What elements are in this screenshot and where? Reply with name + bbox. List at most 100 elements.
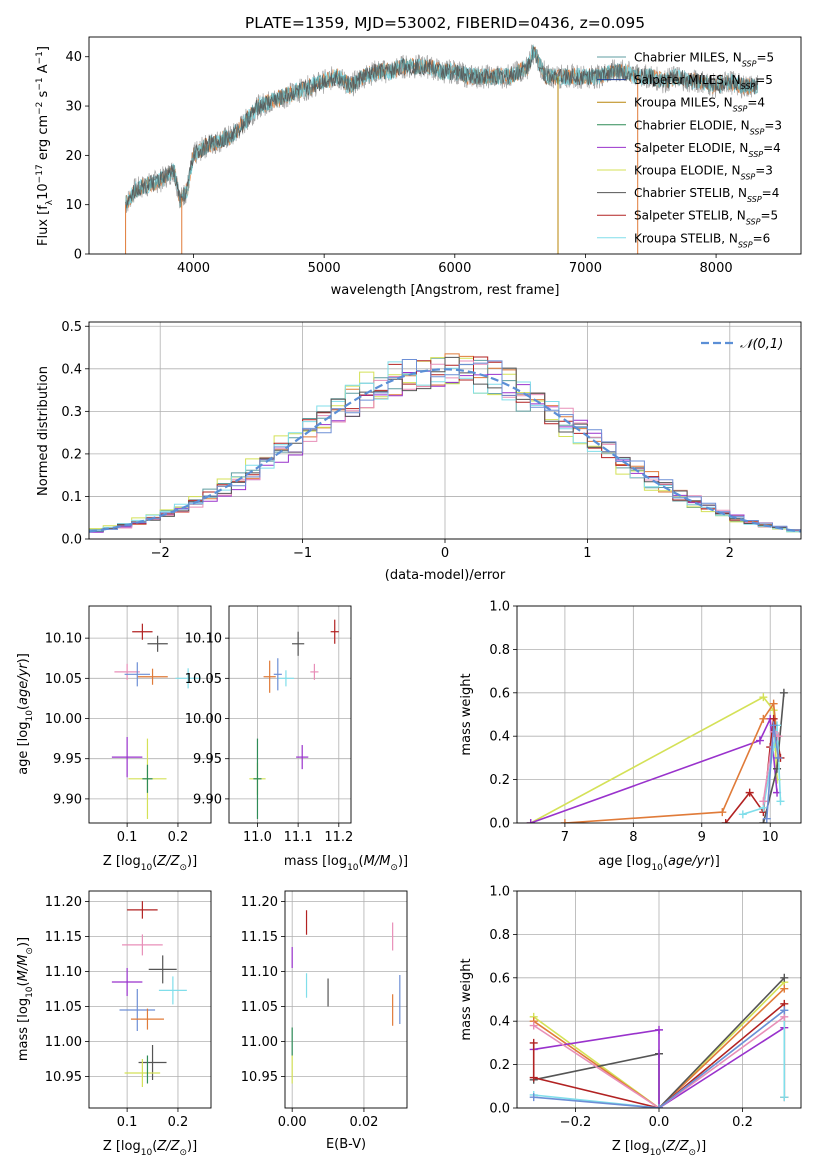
y-axis-label: mass weight [459,673,474,755]
y-tick-label: 0.8 [489,643,510,658]
legend-entry: Kroupa MILES, NSSP=4 [634,96,765,114]
legend-entry: 𝒩(0,1) [740,337,783,352]
normal-curve [89,368,801,533]
x-tick-label: 0.2 [168,830,189,845]
chart-panel-7: −0.2 0.0 0.2 0.0 0.2 0.4 0.6 0.8 1.0 Z [log10(Z/Z… [459,885,802,1158]
x-axis-label: mass [log10(M/M⊙)] [284,854,408,873]
x-tick-label: 1 [583,546,591,561]
spectrum-series [125,45,759,211]
y-tick-label: 11.05 [45,1000,82,1015]
x-tick-label: 0.1 [117,1115,138,1130]
x-tick-label: 5000 [308,261,341,276]
y-axis-label: Flux [fλ10−17 erg cm−2 s−1 A−1] [35,46,55,246]
axes-frame [88,605,212,824]
x-tick-label: 8 [629,830,637,845]
legend-entry: Chabrier MILES, NSSP=5 [634,51,774,69]
x-tick-label: −1 [293,546,312,561]
data-marker [721,819,730,823]
histogram-series [89,359,801,534]
x-tick-label: 10 [762,830,779,845]
y-tick-label: 0.4 [61,362,82,377]
x-axis-label: E(B-V) [326,1137,366,1152]
legend-entry: Chabrier STELIB, NSSP=4 [634,186,779,204]
data-marker [526,819,535,823]
x-axis-label: age [log10(age/yr)] [598,854,720,873]
y-tick-label: 0.0 [489,817,510,832]
y-tick-label: 1.0 [489,885,510,900]
histograms [89,353,801,535]
chart-panel-3: 11.0 11.1 11.2 9.90 9.95 10.00 10.05 10.10 mass … [185,605,408,873]
x-tick-label: 0.0 [649,1115,670,1130]
data-marker [769,699,778,708]
y-tick-label: 10.10 [45,632,82,647]
y-tick-label: 0.6 [489,971,510,986]
chart-panel-2: 0.1 0.2 9.90 9.95 10.00 10.05 10.10 Z [log10(Z/… [16,605,212,873]
x-tick-label: −0.2 [560,1115,592,1130]
weight-series [533,1009,785,1108]
chart-panel-5: 0.1 0.2 10.95 11.00 11.05 11.10 11.15 11.20 Z [l… [16,890,212,1158]
y-tick-label: 10.00 [45,712,82,727]
y-tick-label: 10.00 [185,712,222,727]
y-tick-label: 30 [65,100,82,115]
y-tick-label: 0.6 [489,686,510,701]
x-tick-label: 0.00 [278,1115,307,1130]
data-marker [780,1006,789,1015]
data-marker [779,688,788,697]
data-marker [529,1021,538,1030]
y-tick-label: 0.4 [489,730,510,745]
y-tick-label: 10.95 [45,1070,82,1085]
y-tick-label: 11.00 [241,1035,278,1050]
y-tick-label: 11.10 [241,965,278,980]
axes-frame [284,890,408,1109]
chart-panel-1: −2 −1 0 1 2 0.0 0.1 0.2 0.3 0.4 0.5 (data-model)/er… [36,320,802,583]
data-marker [774,753,783,762]
x-axis-label: wavelength [Angstrom, rest frame] [331,283,560,298]
x-tick-label: 4000 [177,261,210,276]
x-tick-label: 0 [441,546,449,561]
x-tick-label: 11.0 [243,830,272,845]
data-marker [560,819,569,823]
legend-entry: Salpeter MILES, NSSP=5 [634,73,773,91]
axes-frame [88,36,802,255]
y-tick-label: 10.95 [241,1070,278,1085]
data-marker [780,973,789,982]
y-tick-label: 0.5 [61,320,82,335]
chart-title: PLATE=1359, MJD=53002, FIBERID=0436, z=0… [245,14,645,32]
axes-frame [88,890,212,1109]
legend: Chabrier MILES, NSSP=5 Salpeter MILES, NS… [597,51,782,249]
data-marker [529,1038,538,1047]
y-tick-label: 9.90 [53,792,82,807]
y-tick-label: 0.1 [61,490,82,505]
y-tick-label: 9.90 [193,792,222,807]
weight-series [533,981,785,1108]
y-tick-label: 0.2 [489,773,510,788]
data-marker [655,1104,663,1108]
y-tick-label: 0.0 [489,1102,510,1117]
data-marker [745,788,754,797]
data-marker [762,814,771,823]
x-axis-label: Z [log10(Z/Z⊙)] [612,1139,706,1158]
data-marker [529,1093,538,1102]
y-axis-label: mass [log10(M/M⊙)] [16,937,35,1061]
legend-entry: Kroupa STELIB, NSSP=6 [634,231,770,249]
weight-series [533,1016,785,1108]
x-tick-label: 0.02 [349,1115,378,1130]
y-tick-label: 11.20 [241,895,278,910]
spectrum-lines [125,44,759,254]
x-axis-label: (data-model)/error [385,568,506,583]
y-tick-label: 10 [65,198,82,213]
x-tick-label: 0.2 [732,1115,753,1130]
axes-frame [516,605,802,824]
legend-entry: Chabrier ELODIE, NSSP=3 [634,118,782,136]
x-tick-label: 0.2 [168,1115,189,1130]
spectrum-series [125,45,759,209]
weight-series [533,1027,785,1108]
chart-panel-6: 0.00 0.02 10.95 11.00 11.05 11.10 11.15 11.20 E(… [241,890,408,1152]
y-tick-label: 0.4 [489,1015,510,1030]
y-axis-label: Normed distribution [36,366,51,496]
data-marker [755,736,764,745]
weight-lines [529,973,789,1108]
axes-frame [88,321,802,540]
data-marker [769,721,778,730]
